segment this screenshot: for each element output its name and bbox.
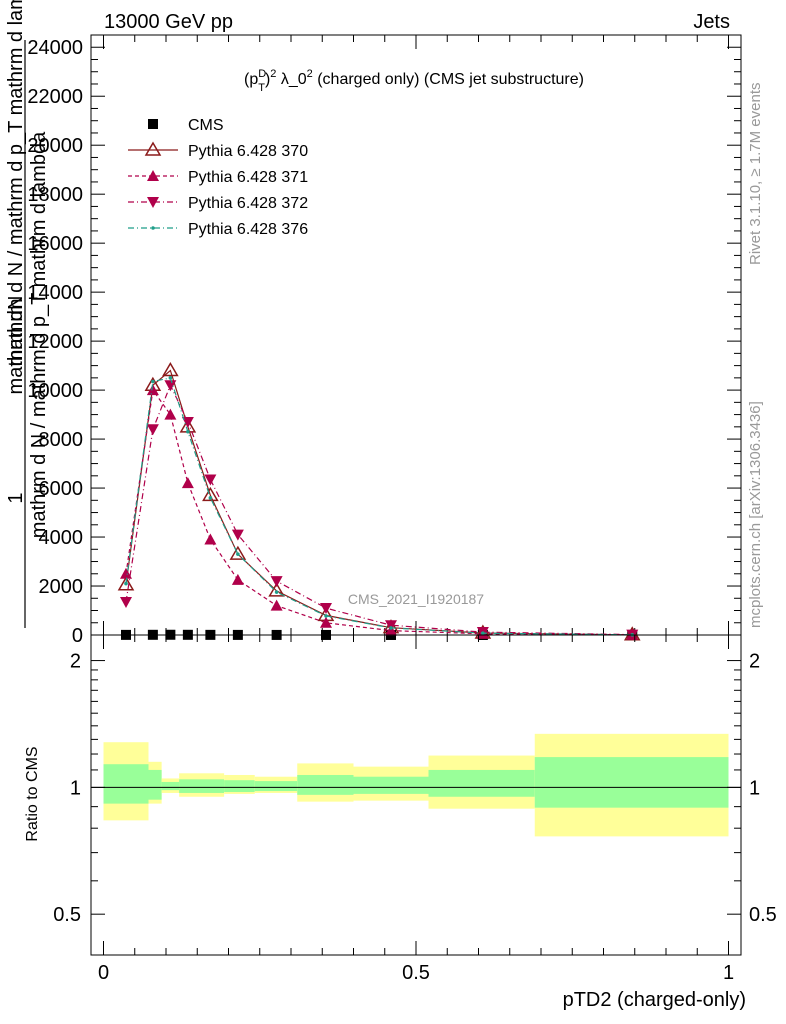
ratio-y-tick-label-right: 2	[749, 651, 760, 673]
series-line-pythia-6.428-376	[125, 377, 633, 636]
pythia-370-point	[144, 141, 162, 156]
ylabel-numerator-text: mathrm dN	[5, 296, 27, 395]
pythia-376-point	[208, 496, 213, 500]
pythia-372-point	[120, 596, 132, 608]
pythia-376-point	[324, 614, 328, 618]
y-tick-label: 6000	[39, 478, 84, 500]
pythia-372-point	[320, 603, 332, 615]
series-line-pythia-6.428-371	[125, 388, 633, 636]
y-tick-label: 2000	[39, 576, 84, 598]
stat-uncertainty-band	[534, 757, 729, 808]
ylabel-numerator-denom: mathrm d N / mathrm d p_T mathrm d lambd…	[5, 0, 27, 366]
pythia-376-point	[168, 376, 173, 380]
ratio-y-tick-label: 0.5	[53, 904, 81, 926]
legend-label: CMS	[188, 117, 224, 134]
stat-uncertainty-band	[254, 781, 298, 792]
pythia-371-point	[164, 408, 177, 420]
pythia-371-point	[231, 573, 244, 585]
y-tick-label: 14000	[27, 282, 83, 304]
stat-uncertainty-band	[161, 781, 180, 791]
ratio-x-axis: 0 0.5 1	[98, 635, 734, 984]
ylabel-denominator-text: mathrm d N / mathrm d p_T mathrm d lambd…	[28, 131, 50, 538]
ratio-y-tick-label: 2	[70, 651, 81, 673]
pythia-371-point	[181, 477, 194, 489]
pythia-376-point	[481, 631, 485, 635]
pythia-371-point	[270, 599, 283, 611]
y-tick-label: 8000	[39, 429, 84, 451]
legend-label: Pythia 6.428 376	[188, 221, 308, 238]
pythia-376-point	[151, 379, 155, 384]
pythia-376-point	[274, 590, 279, 594]
stat-uncertainty-band	[179, 779, 225, 793]
legend-label: Pythia 6.428 371	[188, 169, 308, 186]
pythia-376-point	[151, 226, 155, 230]
stat-uncertainty-band	[297, 774, 354, 795]
pythia-371-point	[204, 533, 217, 545]
main-y-axis-label: 1 mathrm dN mathrm d N / mathrm d p_T ma…	[5, 0, 50, 628]
stat-uncertainty-band	[148, 769, 162, 800]
y-tick-label: 10000	[27, 380, 83, 402]
ratio-y-tick-label-right: 0.5	[749, 904, 777, 926]
pythia-372-point	[146, 424, 159, 436]
stat-uncertainty-band	[224, 780, 255, 793]
x-tick-label: 0.5	[402, 962, 430, 984]
pythia-370-point	[117, 576, 135, 591]
pythia-370-point	[202, 486, 219, 502]
stat-uncertainty-band	[103, 764, 149, 804]
ylabel-numerator-prefix: 1	[5, 492, 27, 503]
cms-data-point	[148, 119, 158, 129]
pythia-376-point	[186, 429, 190, 434]
plot-title: (pD T)2 λ_02 (charged only) (CMS jet subs…	[244, 68, 584, 94]
x-tick-label: 1	[723, 962, 734, 984]
header-energy-label: 13000 GeV pp	[104, 11, 233, 33]
pythia-370-point	[268, 582, 285, 597]
pythia-371-point	[120, 567, 132, 579]
legend-label: Pythia 6.428 370	[188, 143, 308, 160]
x-axis-label: pTD2 (charged-only)	[563, 989, 746, 1011]
y-tick-label: 16000	[27, 233, 83, 255]
mcplots-label: mcplots.cern.ch [arXiv:1306.3436]	[747, 401, 764, 628]
y-tick-label: 24000	[27, 37, 83, 59]
legend: CMS Pythia 6.428 370 Pythia 6.428 371 Pythi…	[128, 117, 308, 238]
main-plot-panel: 0 2000 4000 6000 8000 10000 12000 14000 16000 180…	[27, 34, 742, 647]
ratio-plot-panel: 0.5 0.51 12 2 0 0.5 1 Ratio to CMS pTD2 (char…	[24, 634, 777, 1011]
stat-uncertainty-band	[353, 776, 429, 794]
pythia-370-point	[162, 362, 179, 377]
main-y-axis: 0 2000 4000 6000 8000 10000 12000 14000 16000 180…	[27, 34, 741, 647]
y-tick-label: 0	[72, 625, 83, 647]
pythia-372-point	[204, 474, 217, 486]
pythia-376-point	[389, 626, 393, 630]
pythia-372-point	[164, 380, 177, 392]
ratio-uncertainty-bands	[91, 733, 741, 837]
pythia-371-point	[147, 170, 159, 181]
y-tick-label: 12000	[27, 331, 83, 353]
pythia-371-point	[146, 384, 159, 396]
pythia-372-point	[147, 197, 159, 208]
legend-label: Pythia 6.428 372	[188, 195, 308, 212]
stat-uncertainty-band	[428, 769, 535, 797]
rivet-version-label: Rivet 3.1.10, ≥ 1.7M events	[747, 83, 764, 266]
pythia-371-point	[320, 616, 332, 628]
pythia-370-point	[229, 545, 247, 560]
y-tick-label: 4000	[39, 527, 84, 549]
pythia-372-point	[385, 620, 397, 632]
analysis-watermark: CMS_2021_I1920187	[348, 591, 484, 607]
pythia-372-point	[231, 529, 244, 541]
pythia-372-point	[270, 576, 283, 588]
y-tick-label: 20000	[27, 135, 83, 157]
y-tick-label: 22000	[27, 86, 83, 108]
ratio-y-tick-label: 1	[70, 777, 81, 799]
ratio-y-axis-label: Ratio to CMS	[24, 746, 41, 841]
header-process-label: Jets	[693, 11, 730, 33]
ratio-y-tick-label-right: 1	[749, 777, 760, 799]
pythia-372-point	[181, 416, 194, 428]
y-tick-label: 18000	[27, 184, 83, 206]
ratio-y-axis: 0.5 0.5 1 1 2 2	[53, 651, 777, 956]
pythia-376-point	[236, 552, 240, 556]
x-tick-label: 0	[98, 962, 109, 984]
pythia-376-point	[124, 581, 128, 586]
